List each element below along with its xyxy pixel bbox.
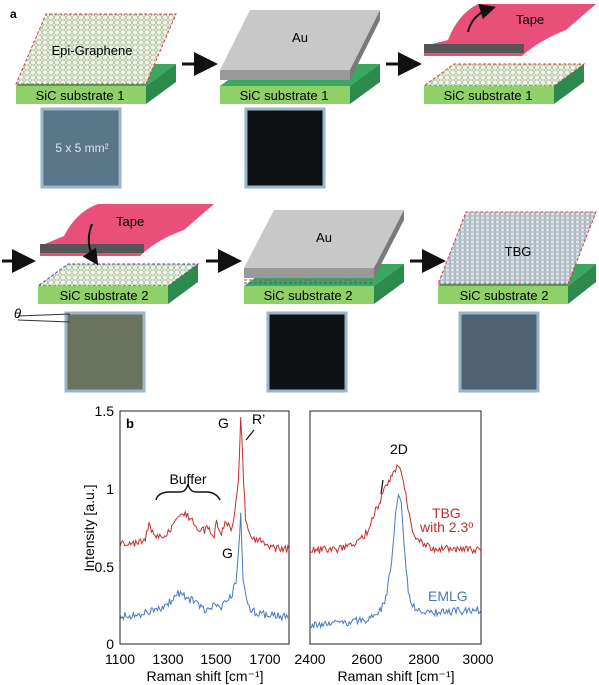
left-plot-frame xyxy=(119,410,290,645)
panel-a-label: a xyxy=(10,7,17,21)
left-xtick-1: 1300 xyxy=(152,651,183,667)
step-1-layer-label: Epi-Graphene xyxy=(52,43,133,58)
ytick-0: 0 xyxy=(106,636,114,652)
step-1-photo xyxy=(40,107,122,189)
left-xlabel: Raman shift [cm⁻¹] xyxy=(146,668,263,684)
r-prime-arrow xyxy=(245,429,255,441)
right-xlabel: Raman shift [cm⁻¹] xyxy=(337,668,454,684)
tape-graphene-layer-2 xyxy=(40,244,144,253)
tbg-label: TBG xyxy=(432,505,461,521)
step-1: Epi-Graphene SiC substrate 1 5 x 5 mm² xyxy=(15,13,177,189)
theta-label: θ xyxy=(14,306,21,321)
step-1-photo-label: 5 x 5 mm² xyxy=(55,141,108,155)
step-6: TBG SiC substrate 2 xyxy=(437,211,597,393)
step-4-substrate-label: SiC substrate 2 xyxy=(60,288,149,303)
place-arrow xyxy=(82,223,99,266)
left-xtick-3: 1700 xyxy=(249,651,280,667)
ytick-2: 1 xyxy=(106,481,114,497)
left-xtick-0: 1100 xyxy=(105,651,135,667)
step-4-photo xyxy=(64,311,146,393)
step-6-layer-label: TBG xyxy=(505,244,532,259)
peel-arrow xyxy=(467,3,496,33)
step-6-photo xyxy=(458,311,540,393)
step-5: Au SiC substrate 2 xyxy=(244,210,404,393)
step-4-layer-label: Tape xyxy=(116,214,144,229)
step-4: Tape SiC substrate 2 θ xyxy=(14,204,214,393)
step-3-substrate-label: SiC substrate 1 xyxy=(444,88,533,103)
g-label-bottom: G xyxy=(222,545,233,561)
step-2-photo xyxy=(244,107,326,189)
theta-line-1 xyxy=(17,313,71,317)
step-5-layer-label: Au xyxy=(316,230,332,245)
left-series-tbg xyxy=(119,417,290,554)
step-6-substrate-label: SiC substrate 2 xyxy=(460,288,549,303)
panel-b-label: b xyxy=(126,416,134,431)
right-xtick-2: 2800 xyxy=(408,651,439,667)
tbg-angle-label: with 2.3º xyxy=(419,519,473,535)
right-xtick-0: 2400 xyxy=(294,651,325,667)
left-xtick-2: 1500 xyxy=(200,651,231,667)
g-label-top: G xyxy=(218,415,229,431)
left-plot-series xyxy=(119,417,290,622)
ytick-3: 1.5 xyxy=(95,403,115,419)
step-3-layer-label: Tape xyxy=(516,12,544,27)
step-2: Au SiC substrate 1 xyxy=(220,10,380,189)
step-2-layer-label: Au xyxy=(292,30,308,45)
right-xtick-1: 2600 xyxy=(351,651,382,667)
buffer-brace xyxy=(155,483,221,501)
step-3: Tape SiC substrate 1 xyxy=(422,3,596,104)
two-d-label: 2D xyxy=(390,441,408,457)
buffer-label: Buffer xyxy=(169,471,206,487)
step-1-substrate-label: SiC substrate 1 xyxy=(36,88,125,103)
y-axis-label: Intensity [a.u.] xyxy=(81,484,97,571)
step-5-substrate-label: SiC substrate 2 xyxy=(264,288,353,303)
step-2-substrate-label: SiC substrate 1 xyxy=(240,88,329,103)
right-series-emlg xyxy=(309,493,482,630)
left-series-emlg xyxy=(119,512,289,622)
right-series-tbg xyxy=(309,464,482,555)
right-plot-series xyxy=(309,464,482,630)
step-5-photo xyxy=(266,311,348,393)
r-prime-label: R’ xyxy=(252,411,265,427)
right-xtick-3: 3000 xyxy=(462,651,493,667)
ytick-1: 0.5 xyxy=(95,559,115,575)
right-plot-frame xyxy=(309,410,482,645)
tape-graphene-layer xyxy=(424,44,524,53)
emlg-label: EMLG xyxy=(428,588,468,604)
theta-line-2 xyxy=(17,319,71,323)
shoulder-arrow xyxy=(380,479,384,495)
